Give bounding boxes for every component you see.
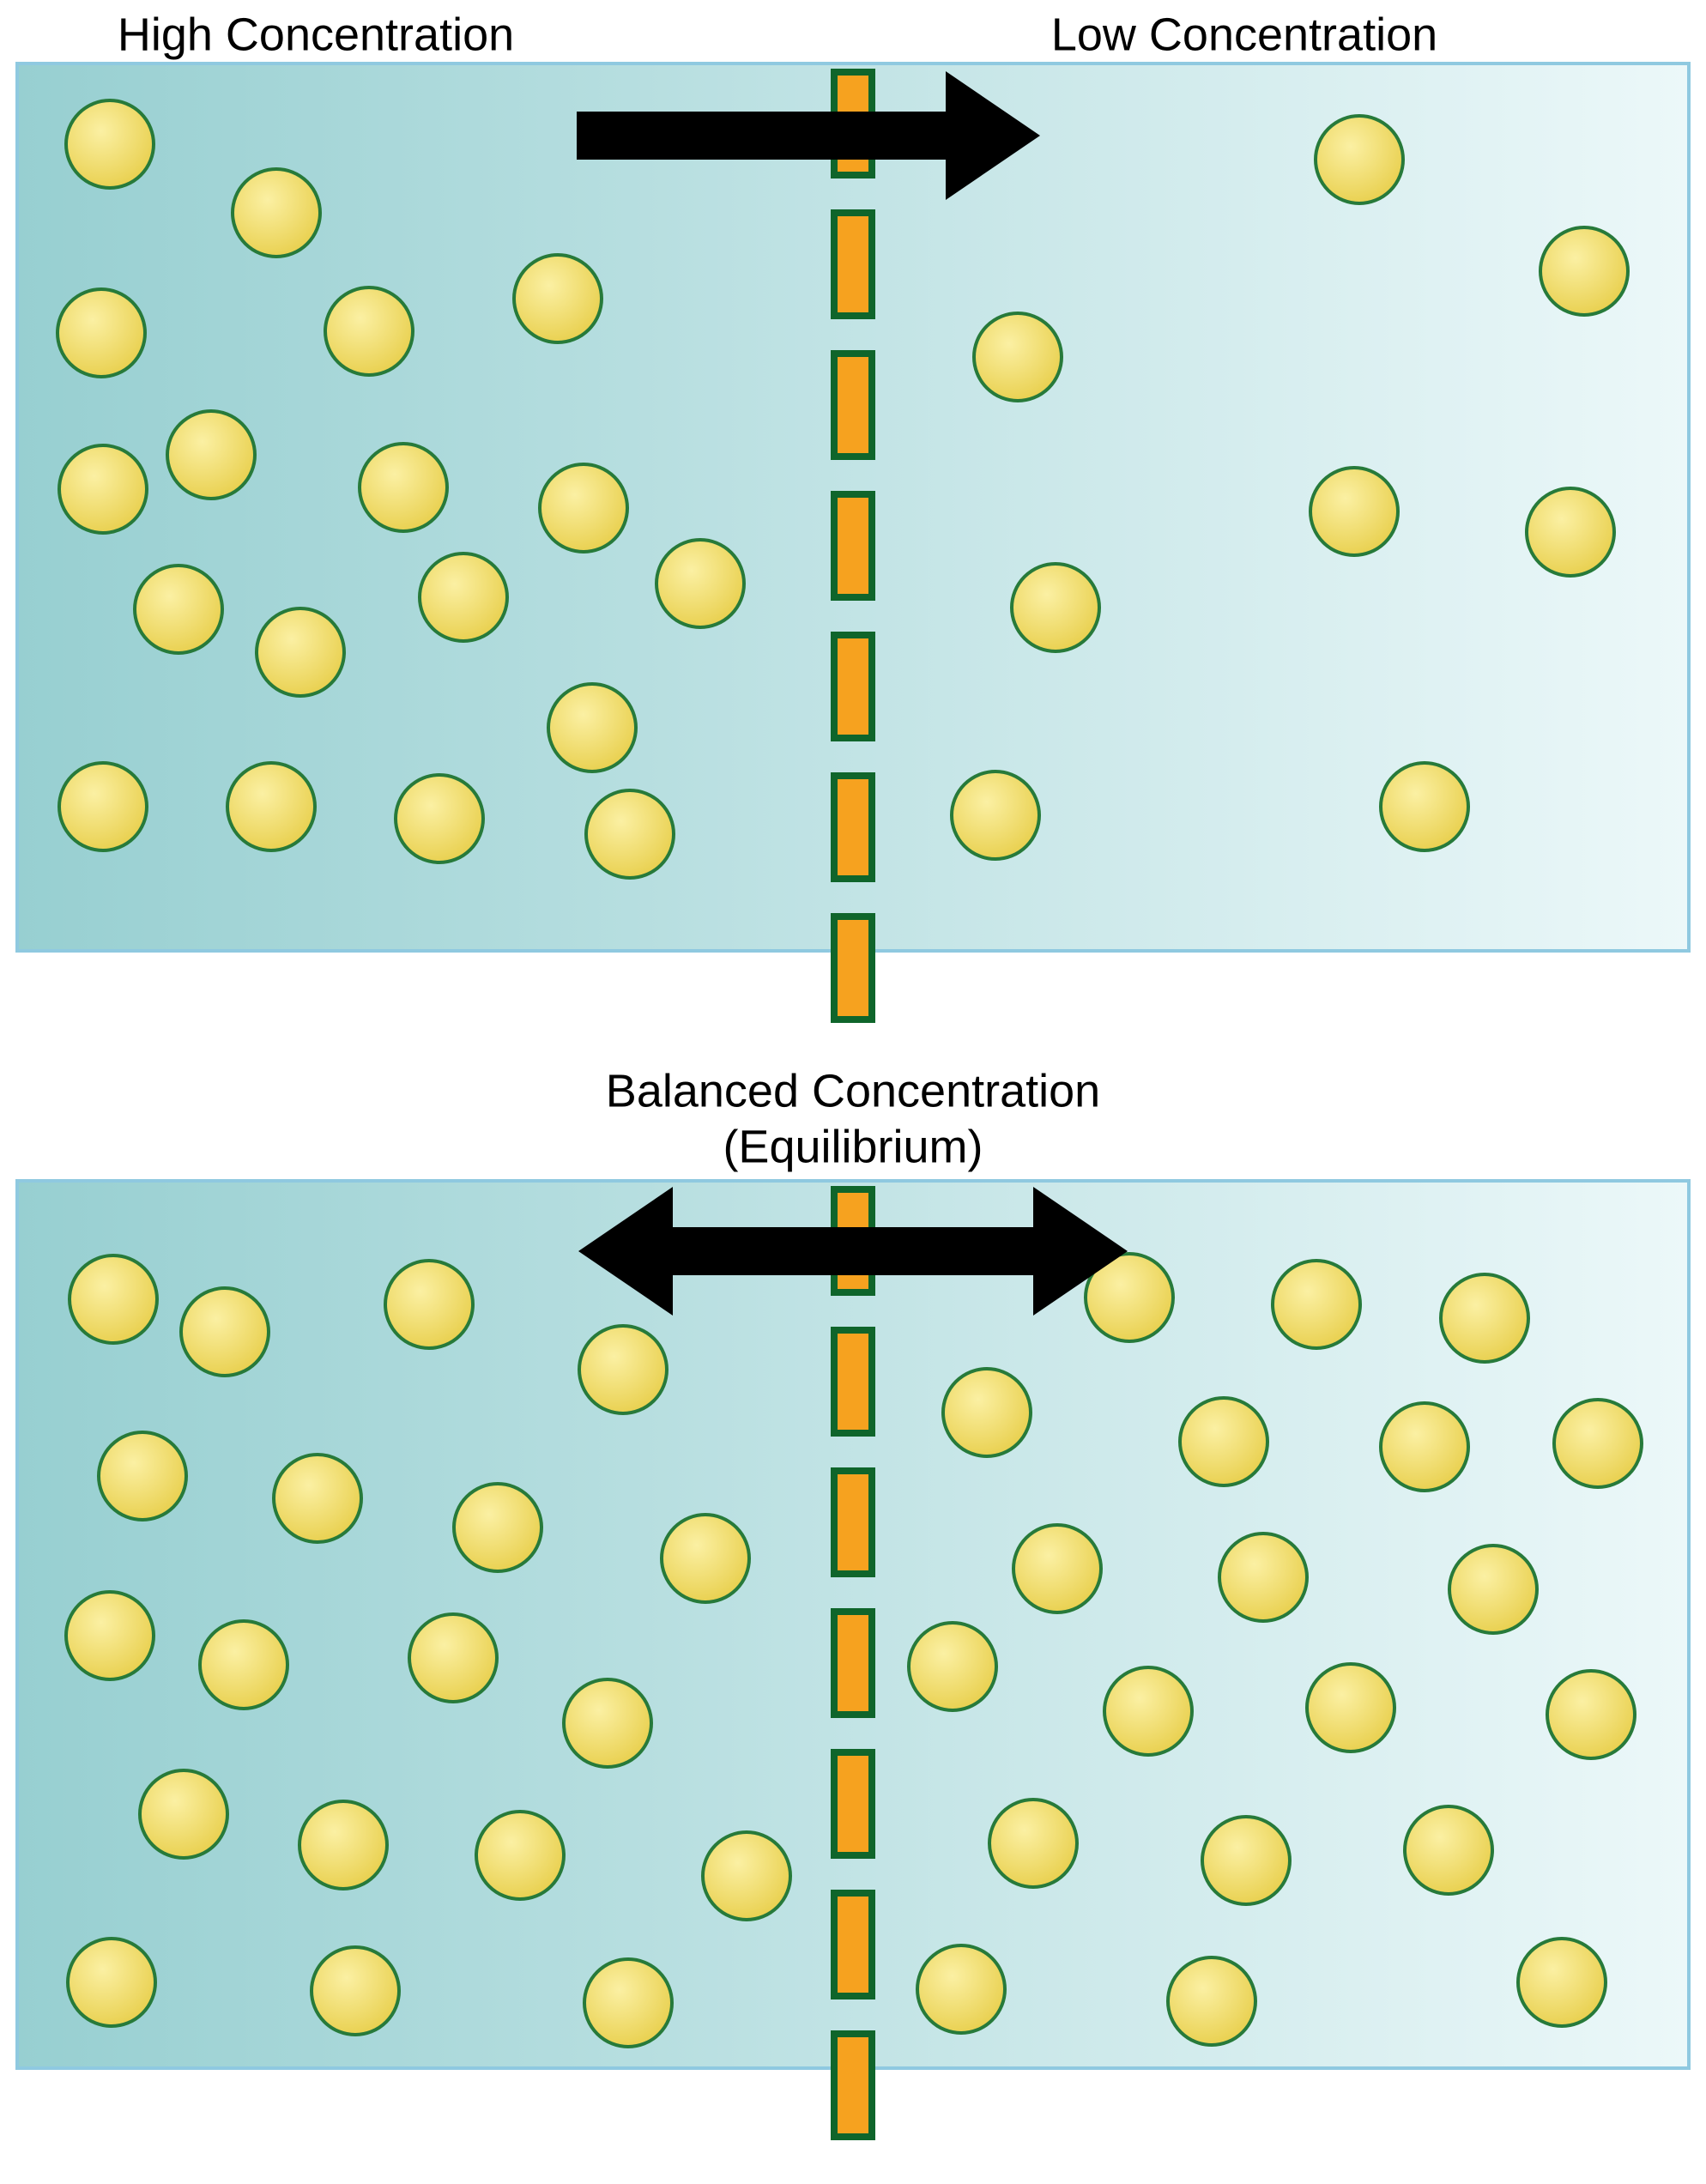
membrane-segment bbox=[834, 2034, 872, 2137]
particle bbox=[274, 1455, 361, 1542]
membrane-segment bbox=[834, 1330, 872, 1433]
particle bbox=[579, 1326, 667, 1413]
particle bbox=[943, 1369, 1031, 1456]
label: High Concentration bbox=[118, 9, 514, 60]
membrane-segment bbox=[834, 494, 872, 597]
particle bbox=[325, 287, 413, 375]
particle bbox=[360, 444, 447, 531]
particle bbox=[99, 1432, 186, 1520]
particle bbox=[540, 464, 627, 552]
particle bbox=[68, 1939, 155, 2026]
particle bbox=[1381, 1403, 1468, 1491]
particle bbox=[1518, 1939, 1606, 2026]
particle bbox=[548, 684, 636, 771]
membrane-segment bbox=[834, 1471, 872, 1574]
particle bbox=[396, 775, 483, 862]
particle bbox=[1554, 1400, 1642, 1487]
membrane-segment bbox=[834, 1612, 872, 1715]
membrane-segment bbox=[834, 635, 872, 738]
particle bbox=[257, 608, 344, 696]
particle bbox=[1180, 1398, 1267, 1485]
particle bbox=[233, 169, 320, 257]
particle bbox=[917, 1945, 1005, 2033]
particle bbox=[70, 1255, 157, 1343]
particle bbox=[662, 1515, 749, 1602]
label: Balanced Concentration bbox=[606, 1065, 1100, 1116]
particle bbox=[909, 1623, 996, 1710]
particle bbox=[66, 100, 154, 188]
particle bbox=[1547, 1671, 1635, 1758]
particle bbox=[1307, 1664, 1394, 1751]
particle bbox=[656, 540, 744, 627]
particle bbox=[66, 1592, 154, 1679]
membrane-segment bbox=[834, 917, 872, 1019]
membrane-segment bbox=[834, 776, 872, 879]
particle bbox=[564, 1679, 651, 1767]
particle bbox=[167, 411, 255, 499]
particle bbox=[409, 1614, 497, 1702]
particle bbox=[140, 1770, 227, 1858]
membrane-segment bbox=[834, 354, 872, 457]
label: Low Concentration bbox=[1051, 9, 1437, 60]
particle bbox=[1540, 227, 1628, 315]
diagram-svg: High Concentration Low Concentration Balan… bbox=[0, 0, 1706, 2184]
membrane-segment bbox=[834, 1893, 872, 1996]
particle bbox=[974, 313, 1062, 401]
particle bbox=[989, 1800, 1077, 1887]
particle bbox=[1104, 1667, 1192, 1755]
particle bbox=[1405, 1806, 1492, 1894]
membrane-segment bbox=[834, 1752, 872, 1855]
particle bbox=[476, 1812, 564, 1899]
particle bbox=[1441, 1274, 1528, 1362]
particle bbox=[135, 566, 222, 653]
particle bbox=[227, 763, 315, 850]
membrane-segment bbox=[834, 213, 872, 316]
particle bbox=[1310, 468, 1398, 555]
particle bbox=[1219, 1534, 1307, 1621]
particle bbox=[1527, 488, 1614, 576]
particle bbox=[1013, 1525, 1101, 1612]
diagram-diffusion: High Concentration Low Concentration Balan… bbox=[0, 0, 1706, 2184]
particle bbox=[454, 1484, 541, 1571]
particle bbox=[586, 790, 674, 878]
label: (Equilibrium) bbox=[723, 1121, 983, 1172]
particle bbox=[1012, 564, 1099, 651]
particle bbox=[420, 554, 507, 641]
particle bbox=[1168, 1957, 1255, 2045]
particle bbox=[1381, 763, 1468, 850]
particle bbox=[1273, 1261, 1360, 1348]
particle bbox=[299, 1801, 387, 1889]
particle bbox=[1449, 1546, 1537, 1633]
particle bbox=[59, 445, 147, 533]
particle bbox=[1316, 116, 1403, 203]
particle bbox=[59, 763, 147, 850]
particle bbox=[952, 771, 1039, 859]
particle bbox=[514, 255, 602, 342]
particle bbox=[57, 289, 145, 377]
particle bbox=[584, 1959, 672, 2047]
particle bbox=[385, 1261, 473, 1348]
particle bbox=[312, 1947, 399, 2035]
particle bbox=[703, 1832, 790, 1920]
particle bbox=[200, 1621, 287, 1709]
particle bbox=[181, 1288, 269, 1376]
particle bbox=[1202, 1817, 1290, 1904]
